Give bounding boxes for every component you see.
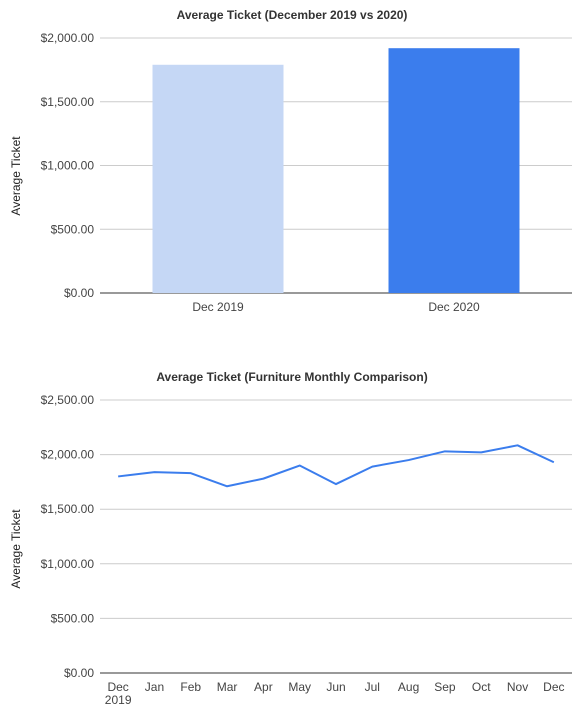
line-chart-x-tick-label: Jun — [326, 680, 345, 694]
line-chart-y-tick-label: $2,000.00 — [41, 448, 95, 462]
line-chart-x-tick-label: Oct — [472, 680, 491, 694]
line-chart-series-line — [118, 444, 555, 488]
line-chart-y-tick-label: $500.00 — [51, 611, 95, 625]
bar-chart-y-tick-label: $1,000.00 — [41, 159, 95, 173]
line-chart-series — [118, 444, 555, 488]
bar-chart-title: Average Ticket (December 2019 vs 2020) — [177, 8, 408, 22]
line-chart-x-tick-label: Jan — [145, 680, 164, 694]
bar-chart-bars — [152, 48, 520, 294]
line-chart-x-tick-label: Dec 2019 — [105, 680, 132, 707]
line-chart-title: Average Ticket (Furniture Monthly Compar… — [156, 370, 427, 384]
bar-chart-y-tick-label: $500.00 — [51, 222, 95, 236]
line-chart-x-tick-label: Feb — [180, 680, 201, 694]
line-chart-x-tick-label: Nov — [507, 680, 528, 694]
bar-chart-y-tick-label: $2,000.00 — [41, 31, 95, 45]
line-chart-x-tick-label: Aug — [398, 680, 419, 694]
line-chart-y-tick-label: $2,500.00 — [41, 393, 95, 407]
bar-chart-x-tick-label: Dec 2019 — [192, 300, 244, 314]
bar-chart-y-tick-label: $1,500.00 — [41, 95, 95, 109]
line-chart-y-axis-label: Average Ticket — [9, 509, 23, 589]
line-chart-x-tick-label: Jul — [365, 680, 380, 694]
bar-chart: Average Ticket (December 2019 vs 2020) A… — [9, 8, 572, 314]
line-chart-y-tick-label: $1,500.00 — [41, 502, 95, 516]
line-chart-x-tick-label: Dec — [543, 680, 564, 694]
line-chart-x-tick-label: May — [288, 680, 311, 694]
bar-chart-y-axis-label: Average Ticket — [9, 136, 23, 216]
line-chart-y-tick-label: $0.00 — [64, 666, 94, 680]
line-chart: Average Ticket (Furniture Monthly Compar… — [9, 370, 572, 707]
line-chart-y-tick-label: $1,000.00 — [41, 557, 95, 571]
bar-chart-bar — [388, 48, 520, 294]
bar-chart-y-ticks: $0.00 $500.00 $1,000.00 $1,500.00 $2,000.00 — [41, 31, 95, 300]
line-chart-x-tick-label: Apr — [254, 680, 273, 694]
bar-chart-x-tick-label: Dec 2020 — [428, 300, 480, 314]
line-chart-y-ticks: $0.00 $500.00 $1,000.00 $1,500.00 $2,000.00 $… — [41, 393, 95, 680]
bar-chart-bar — [152, 64, 284, 294]
line-chart-x-tick-label: Sep — [434, 680, 456, 694]
line-chart-x-ticks: Dec 2019 Jan Feb Mar Apr May Jun Jul Aug Sep Oct Nov… — [105, 680, 565, 707]
line-chart-gridlines — [100, 399, 572, 674]
line-chart-x-tick-label: Mar — [217, 680, 238, 694]
bar-chart-y-tick-label: $0.00 — [64, 286, 94, 300]
bar-chart-x-ticks: Dec 2019 Dec 2020 — [192, 300, 480, 314]
